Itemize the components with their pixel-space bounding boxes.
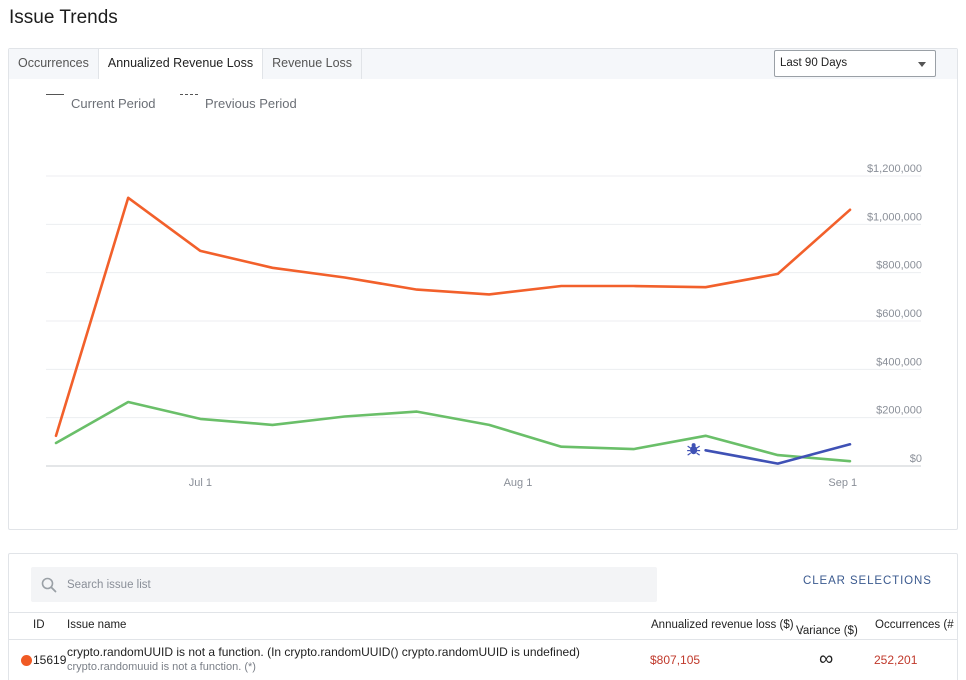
- severity-dot: [21, 655, 32, 666]
- occurrences-value: 252,201: [874, 653, 918, 667]
- y-tick-label: $200,000: [876, 405, 922, 417]
- chart-card: Occurrences Annualized Revenue Loss Reve…: [8, 48, 958, 530]
- col-id[interactable]: ID: [33, 619, 45, 631]
- series-line-0[interactable]: [54, 196, 852, 438]
- x-tick-label: Aug 1: [504, 477, 533, 489]
- issue-table-card: CLEAR SELECTIONS ID Issue name Annualize…: [8, 553, 958, 680]
- y-tick-label: $0: [910, 453, 922, 465]
- y-tick-label: $1,200,000: [867, 163, 922, 175]
- y-tick-label: $600,000: [876, 308, 922, 320]
- tab-bar: Occurrences Annualized Revenue Loss Reve…: [9, 49, 957, 79]
- issue-name[interactable]: crypto.randomUUID is not a function. (In…: [67, 645, 580, 659]
- clear-selections-button[interactable]: CLEAR SELECTIONS: [803, 575, 932, 587]
- x-tick-label: Sep 1: [828, 477, 857, 489]
- variance-infinity: ∞: [819, 648, 834, 670]
- series-line-2[interactable]: [704, 442, 852, 465]
- y-tick-label: $1,000,000: [867, 211, 922, 223]
- issue-id: 15619: [33, 653, 67, 667]
- sort-desc-icon: ↓: [798, 625, 804, 637]
- annualized-revenue-loss-value: $807,105: [650, 653, 701, 667]
- chart-tabs: Occurrences Annualized Revenue Loss Reve…: [9, 49, 363, 79]
- search-box[interactable]: [31, 567, 657, 602]
- tab-revenue-loss[interactable]: Revenue Loss: [263, 49, 363, 79]
- legend-previous-label: Previous Period: [205, 96, 297, 111]
- search-input[interactable]: [67, 567, 637, 602]
- tab-annualized-revenue-loss[interactable]: Annualized Revenue Loss: [98, 49, 264, 79]
- legend-previous-period: Previous Period: [180, 89, 297, 111]
- series-line-1[interactable]: [54, 400, 852, 463]
- dashed-line-swatch: [180, 94, 198, 95]
- issue-subtitle: crypto.randomuuid is not a function. (*): [67, 661, 256, 673]
- solid-line-swatch: [46, 94, 64, 95]
- y-tick-label: $400,000: [876, 356, 922, 368]
- legend-current-period: Current Period: [46, 89, 156, 111]
- date-range-select[interactable]: Last 90 Days: [774, 50, 936, 77]
- tab-occurrences[interactable]: Occurrences: [9, 49, 99, 79]
- revenue-loss-chart: $0 $200,000 $400,000 $600,000 $800,000 $1,000…: [46, 163, 922, 489]
- search-icon: [41, 577, 57, 593]
- page-title: Issue Trends: [9, 7, 118, 28]
- bug-icon[interactable]: [687, 443, 701, 456]
- date-range-value: Last 90 Days: [780, 57, 848, 69]
- chevron-down-icon: [918, 62, 926, 67]
- legend-current-label: Current Period: [71, 96, 156, 111]
- col-annualized-revenue-loss[interactable]: Annualized revenue loss ($): [651, 619, 794, 631]
- y-tick-label: $800,000: [876, 260, 922, 272]
- col-variance-label: Variance ($): [796, 625, 858, 637]
- col-occurrences[interactable]: Occurrences (#: [875, 619, 954, 631]
- x-tick-label: Jul 1: [189, 477, 212, 489]
- table-row[interactable]: 15619 crypto.randomUUID is not a functio…: [9, 640, 957, 680]
- col-issue-name[interactable]: Issue name: [67, 619, 127, 631]
- table-header: ID Issue name Annualized revenue loss ($…: [9, 612, 957, 640]
